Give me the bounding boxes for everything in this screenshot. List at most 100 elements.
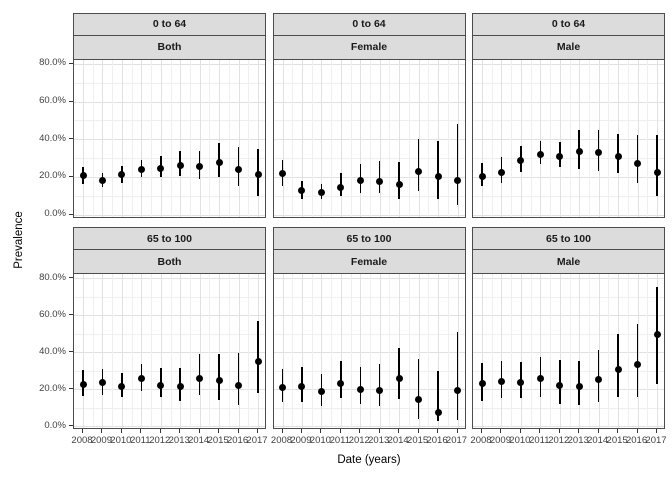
x-tick-mark	[378, 429, 380, 433]
point-estimate	[254, 170, 262, 178]
gridline-minor	[248, 59, 250, 217]
gridline-major	[473, 101, 664, 103]
point-estimate	[434, 173, 442, 181]
gridline-minor	[228, 59, 230, 217]
point-estimate	[118, 171, 126, 179]
gridline-minor	[273, 120, 465, 122]
x-tick-label: 2014	[188, 435, 210, 446]
facet-strip-sex: Female	[272, 35, 466, 59]
gridline-minor	[428, 59, 430, 217]
gridline-major	[273, 139, 465, 141]
gridline-minor	[273, 333, 465, 335]
gridline-minor	[473, 407, 664, 409]
point-estimate	[497, 168, 505, 176]
gridline-minor	[370, 59, 371, 217]
plot-panel	[73, 58, 266, 218]
gridline-minor	[273, 296, 465, 298]
gridline-major	[418, 59, 420, 217]
y-tick-mark	[69, 425, 73, 427]
gridline-major	[74, 101, 265, 103]
gridline-major	[74, 315, 265, 317]
gridline-major	[121, 59, 123, 217]
x-tick-mark	[101, 429, 103, 433]
point-estimate	[614, 366, 622, 374]
x-tick-label: 2010	[509, 435, 531, 446]
x-tick-mark	[500, 429, 502, 433]
gridline-major	[321, 59, 323, 217]
x-tick-mark	[481, 429, 482, 433]
gridline-major	[340, 274, 342, 428]
gridline-major	[83, 274, 84, 428]
facet-strip-age-group: 65 to 100	[272, 227, 466, 250]
x-tick-mark	[617, 429, 619, 433]
gridline-minor	[491, 59, 493, 217]
y-tick-mark	[69, 388, 73, 390]
point-estimate	[215, 377, 223, 385]
confidence-interval	[359, 366, 362, 404]
gridline-major	[399, 59, 401, 217]
gridline-major	[74, 214, 265, 216]
gridline-minor	[92, 59, 94, 217]
gridline-major	[180, 274, 182, 428]
gridline-minor	[473, 333, 664, 335]
point-estimate	[517, 379, 525, 387]
x-tick-label: 2011	[329, 435, 351, 446]
facet-strip-age-group: 0 to 64	[472, 12, 665, 36]
gridline-major	[540, 274, 542, 428]
x-tick-label: 2009	[489, 435, 511, 446]
gridline-minor	[131, 59, 133, 217]
gridline-major	[379, 274, 381, 428]
gridline-major	[559, 59, 561, 217]
x-tick-mark	[636, 429, 638, 433]
x-tick-label: 2013	[567, 435, 589, 446]
gridline-major	[121, 274, 123, 428]
gridline-major	[273, 101, 465, 103]
gridline-major	[473, 63, 664, 65]
point-estimate	[196, 163, 204, 170]
x-tick-mark	[339, 429, 341, 433]
gridline-major	[501, 274, 503, 428]
point-estimate	[517, 157, 525, 165]
gridline-major	[102, 59, 104, 217]
point-estimate	[235, 381, 243, 389]
gridline-major	[238, 59, 240, 217]
y-tick-mark	[69, 62, 73, 64]
gridline-major	[473, 389, 664, 391]
point-estimate	[395, 374, 403, 382]
y-tick-mark	[69, 175, 73, 177]
gridline-minor	[608, 59, 610, 217]
gridline-major	[180, 59, 182, 217]
x-tick-label: 2017	[246, 435, 268, 446]
gridline-minor	[273, 195, 465, 197]
gridline-major	[273, 352, 465, 354]
gridline-minor	[389, 274, 391, 428]
facet-strip-age-group: 0 to 64	[73, 12, 266, 36]
gridline-minor	[627, 59, 629, 217]
confidence-interval	[456, 331, 459, 420]
confidence-interval	[597, 350, 600, 403]
y-tick-label: 40.0%	[39, 132, 66, 144]
gridline-major	[379, 59, 381, 217]
y-tick-mark	[69, 277, 73, 279]
point-estimate	[337, 380, 345, 388]
x-tick-label: 2014	[387, 435, 409, 446]
confidence-interval	[257, 320, 259, 393]
x-tick-mark	[417, 429, 419, 433]
point-estimate	[279, 383, 286, 391]
gridline-major	[273, 389, 465, 391]
y-tick-mark	[69, 314, 73, 316]
gridline-minor	[273, 370, 465, 372]
gridline-minor	[273, 82, 465, 84]
y-tick-label: 60.0%	[39, 308, 66, 320]
gridline-major	[219, 274, 221, 428]
x-tick-label: 2013	[168, 435, 190, 446]
x-tick-label: 2008	[470, 435, 492, 446]
point-estimate	[337, 183, 345, 191]
confidence-interval	[237, 353, 240, 405]
x-tick-label: 2012	[149, 435, 171, 446]
gridline-major	[473, 352, 664, 354]
gridline-minor	[530, 59, 532, 217]
x-tick-mark	[120, 429, 122, 433]
gridline-minor	[550, 59, 552, 217]
